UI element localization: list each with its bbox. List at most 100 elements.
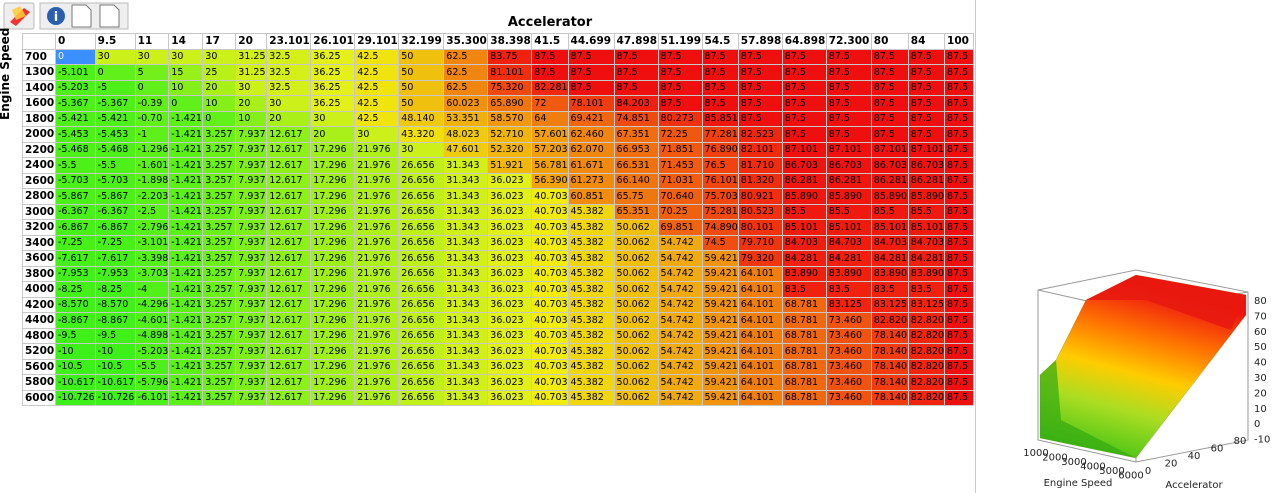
cell[interactable]: -5.453: [55, 126, 96, 143]
cell[interactable]: 56.781: [531, 157, 569, 174]
cell[interactable]: 85.851: [701, 110, 739, 127]
cell[interactable]: 21.976: [354, 265, 400, 282]
cell[interactable]: 17.296: [310, 219, 356, 236]
cell[interactable]: 32.5: [266, 79, 312, 96]
cell[interactable]: 17.296: [310, 188, 356, 205]
cell[interactable]: 87.5: [944, 312, 975, 329]
cell[interactable]: 52.320: [487, 141, 533, 158]
cell[interactable]: 83.890: [907, 265, 946, 282]
cell[interactable]: 81.320: [737, 172, 783, 189]
cell[interactable]: 87.5: [781, 95, 827, 112]
cell[interactable]: 87.5: [825, 79, 872, 96]
cell[interactable]: 83.890: [870, 265, 909, 282]
cell[interactable]: 87.5: [781, 110, 827, 127]
cell[interactable]: 50: [398, 95, 445, 112]
cell[interactable]: 82.820: [907, 358, 946, 375]
cell[interactable]: 79.320: [737, 250, 783, 267]
cell[interactable]: 62.5: [443, 64, 489, 81]
cell[interactable]: 54.742: [657, 250, 703, 267]
cell[interactable]: -10: [55, 343, 96, 360]
cell[interactable]: 85.5: [907, 203, 946, 220]
cell[interactable]: 20: [310, 126, 356, 143]
cell[interactable]: 21.976: [354, 281, 400, 298]
cell[interactable]: 3.257: [202, 281, 237, 298]
cell[interactable]: 7.937: [235, 172, 268, 189]
cell[interactable]: 45.382: [567, 343, 615, 360]
cell[interactable]: 54.742: [657, 265, 703, 282]
cell[interactable]: 31.343: [443, 312, 489, 329]
cell[interactable]: 82.820: [907, 389, 946, 406]
cell[interactable]: 81.710: [737, 157, 783, 174]
cell[interactable]: 83.890: [781, 265, 827, 282]
cell[interactable]: 12.617: [266, 250, 312, 267]
cell[interactable]: 26.656: [398, 327, 445, 344]
cell[interactable]: 59.421: [701, 343, 739, 360]
cell[interactable]: -1.421: [168, 374, 204, 391]
cell[interactable]: 45.382: [567, 296, 615, 313]
cell[interactable]: 12.617: [266, 126, 312, 143]
cell[interactable]: 36.023: [487, 358, 533, 375]
cell[interactable]: 69.421: [567, 110, 615, 127]
cell[interactable]: 52.710: [487, 126, 533, 143]
cell[interactable]: 40.703: [531, 234, 569, 251]
cell[interactable]: -5.703: [94, 172, 136, 189]
cell[interactable]: 42.5: [354, 48, 400, 65]
cell[interactable]: 32.5: [266, 64, 312, 81]
cell[interactable]: 7.937: [235, 389, 268, 406]
cell[interactable]: 79.710: [737, 234, 783, 251]
cell[interactable]: 87.5: [567, 79, 615, 96]
cell[interactable]: 31.343: [443, 327, 489, 344]
cell[interactable]: 50: [398, 79, 445, 96]
cell[interactable]: 68.781: [781, 312, 827, 329]
cell[interactable]: 31.343: [443, 172, 489, 189]
cell[interactable]: 68.781: [781, 343, 827, 360]
cell[interactable]: 80.921: [737, 188, 783, 205]
cell[interactable]: -2.5: [134, 203, 170, 220]
cell[interactable]: -6.867: [94, 219, 136, 236]
cell[interactable]: 7.937: [235, 219, 268, 236]
cell[interactable]: -5.867: [94, 188, 136, 205]
cell[interactable]: 12.617: [266, 234, 312, 251]
cell[interactable]: 7.937: [235, 250, 268, 267]
cell[interactable]: -8.867: [55, 312, 96, 329]
cell[interactable]: 45.382: [567, 219, 615, 236]
cell[interactable]: 68.781: [781, 374, 827, 391]
info-button[interactable]: [47, 7, 65, 25]
cell[interactable]: 31.343: [443, 188, 489, 205]
cell[interactable]: 84.281: [825, 250, 872, 267]
cell[interactable]: 26.656: [398, 250, 445, 267]
cell[interactable]: 87.101: [907, 141, 946, 158]
cell[interactable]: 26.656: [398, 358, 445, 375]
cell[interactable]: 82.820: [907, 374, 946, 391]
cell[interactable]: 85.890: [781, 188, 827, 205]
cell[interactable]: 87.5: [781, 64, 827, 81]
cell[interactable]: 87.5: [737, 110, 783, 127]
cell[interactable]: 21.976: [354, 250, 400, 267]
cell[interactable]: 36.023: [487, 389, 533, 406]
cell[interactable]: 40.703: [531, 374, 569, 391]
cell[interactable]: 17.296: [310, 343, 356, 360]
cell[interactable]: 87.5: [907, 48, 946, 65]
cell[interactable]: 82.523: [737, 126, 783, 143]
cell[interactable]: 12.617: [266, 172, 312, 189]
cell[interactable]: -5.703: [55, 172, 96, 189]
cell[interactable]: 45.382: [567, 265, 615, 282]
cell[interactable]: 54.742: [657, 312, 703, 329]
cell[interactable]: 40.703: [531, 219, 569, 236]
cell[interactable]: 62.5: [443, 79, 489, 96]
cell[interactable]: 50.062: [613, 234, 659, 251]
cell[interactable]: 10: [168, 79, 204, 96]
cell[interactable]: 36.023: [487, 188, 533, 205]
cell[interactable]: 48.023: [443, 126, 489, 143]
cell[interactable]: 0: [202, 110, 237, 127]
cell[interactable]: 17.296: [310, 250, 356, 267]
cell[interactable]: -10.5: [55, 358, 96, 375]
cell[interactable]: 86.703: [870, 157, 909, 174]
cell[interactable]: -8.25: [94, 281, 136, 298]
cell[interactable]: 26.656: [398, 312, 445, 329]
cell[interactable]: 77.281: [701, 126, 739, 143]
cell[interactable]: 50: [398, 64, 445, 81]
cell[interactable]: 59.421: [701, 374, 739, 391]
cell[interactable]: 40.703: [531, 327, 569, 344]
cell[interactable]: 87.5: [825, 95, 872, 112]
